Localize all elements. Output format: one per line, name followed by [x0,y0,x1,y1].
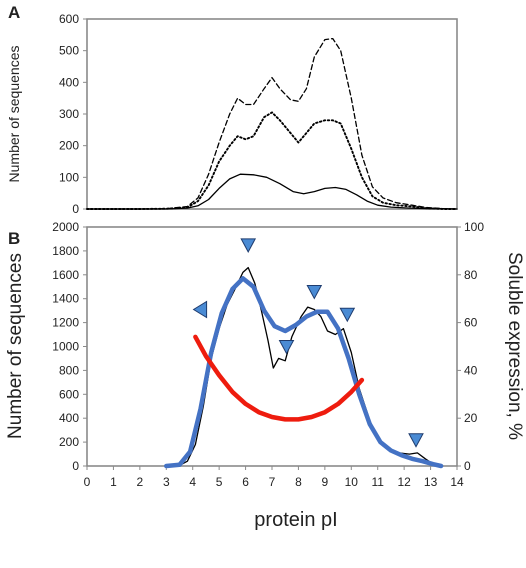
panel-b-y-tick-label: 1000 [52,340,79,354]
panel-a-y-tick-label: 600 [59,12,79,26]
panel-b-plot-frame [86,226,458,467]
panel-b-x-tick-label: 7 [269,475,276,489]
panel-a-series-line-3 [86,173,458,210]
panel-b-x-axis-label: protein pI [254,509,337,531]
panel-a-y-tick-label: 300 [59,107,79,121]
panel-a-y-tick-label: 200 [59,139,79,153]
panel-b-triangle-marker-2 [278,340,295,355]
panel-b-y-ticks: 0 200 400 600 800 1000 1200 1400 1600 1800 2000 [52,220,87,473]
panel-a-series-line-2 [86,111,458,210]
panel-a-series-line-1 [86,37,458,210]
panel-b-x-tick-label: 4 [189,475,196,489]
panel-b-y-tick-label: 1800 [52,244,79,258]
panel-b-x-tick-label: 3 [163,475,170,489]
panel-b-x-tick-label: 0 [84,475,91,489]
panel-b-y2-tick-label: 80 [464,268,478,282]
panel-a-y-tick-label: 100 [59,170,79,184]
panel-b-triangle-marker-6 [192,300,208,319]
panel-b-x-tick-label: 9 [322,475,329,489]
panel-b-y-tick-label: 1400 [52,292,79,306]
panel-b-x-tick-label: 12 [397,475,411,489]
panel-b-y2-tick-label: 20 [464,411,478,425]
panel-a-series [86,37,458,210]
panel-b-triangle-marker-1 [240,238,257,253]
panel-b-y-tick-label: 0 [72,459,79,473]
panel-b-y-tick-label: 800 [59,363,79,377]
panel-b-y-tick-label: 200 [59,435,79,449]
panel-b-x-tick-label: 13 [424,475,438,489]
panel-b-y-tick-label: 400 [59,411,79,425]
panel-b-x-tick-label: 5 [216,475,223,489]
panel-b-triangle-marker-5 [408,433,424,448]
panel-b-x-tick-label: 6 [242,475,249,489]
panel-a-letter: A [8,3,20,22]
panel-b-x-tick-label: 10 [345,475,359,489]
panel-b-y-tick-label: 1600 [52,268,79,282]
panel-b-y-tick-label: 2000 [52,220,79,234]
panel-b-x-tick-label: 14 [450,475,464,489]
panel-b-letter: B [8,229,20,248]
panel-a-chart: 0 100 200 300 400 500 600 Number of sequences [6,12,458,216]
panel-a-y-tick-label: 500 [59,44,79,58]
panel-b-y2-ticks: 0 20 40 60 80 100 [457,220,484,473]
panel-b-y2-tick-label: 100 [464,220,484,234]
panel-b-triangle-marker-4 [339,307,356,323]
panel-b-y2-axis-label: Soluble expression, % [504,252,525,440]
panel-b-x-ticks: 0 1 2 3 4 5 6 7 8 9 10 11 12 13 14 [84,466,464,489]
panel-b-series [164,266,444,469]
panel-a-y-tick-label: 400 [59,75,79,89]
panel-a-y-axis-label: Number of sequences [6,46,22,183]
panel-b-y2-tick-label: 60 [464,316,478,330]
panel-b-x-tick-label: 1 [110,475,117,489]
panel-b-x-tick-label: 8 [295,475,302,489]
panel-b-y-tick-label: 600 [59,387,79,401]
panel-b-series-line-3 [193,334,365,422]
panel-b-series-line-2 [164,276,444,469]
panel-b-x-tick-label: 2 [137,475,144,489]
panel-b-y-tick-label: 1200 [52,316,79,330]
panel-b-y2-tick-label: 0 [464,459,471,473]
panel-b-x-tick-label: 11 [371,475,384,489]
panel-a-y-tick-label: 0 [72,202,79,216]
panel-b-y-axis-label: Number of sequences [5,253,26,439]
panel-b-y2-tick-label: 40 [464,363,478,377]
panel-b-markers [192,238,424,448]
panel-b-triangle-marker-3 [306,285,323,300]
panel-a-y-ticks: 0 100 200 300 400 500 600 [59,12,87,216]
